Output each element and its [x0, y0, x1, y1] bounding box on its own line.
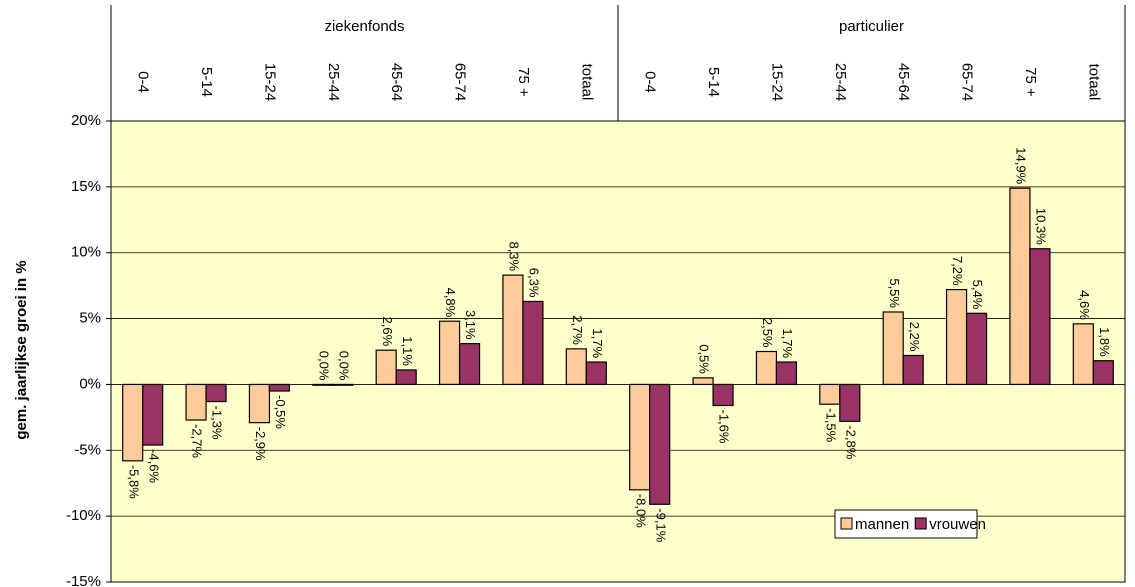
- bar: [522, 300, 544, 386]
- y-tick-label: 0%: [79, 375, 101, 392]
- legend-swatch: [840, 517, 853, 530]
- value-label: -2,8%: [843, 425, 858, 459]
- value-label: 2,2%: [907, 322, 922, 352]
- value-label: -9,1%: [653, 508, 668, 542]
- bar: [585, 361, 607, 386]
- bar: [945, 288, 968, 386]
- bar: [902, 354, 924, 386]
- value-label: 2,6%: [380, 317, 395, 347]
- bar: [395, 369, 417, 386]
- value-label: 1,7%: [780, 328, 795, 358]
- bar: [312, 383, 334, 386]
- value-label: 2,7%: [570, 315, 585, 345]
- bar: [332, 383, 354, 386]
- value-label: 0,5%: [697, 344, 712, 374]
- value-label: 6,3%: [527, 268, 542, 298]
- bar: [502, 274, 524, 386]
- legend-swatch: [914, 517, 927, 530]
- bar: [205, 383, 227, 403]
- x-tick-label: 0-4: [642, 71, 659, 93]
- value-label: -1,5%: [823, 408, 838, 442]
- bar: [755, 350, 778, 386]
- value-label: 14,9%: [1014, 147, 1029, 184]
- value-label: -4,6%: [146, 449, 161, 483]
- bar: [629, 383, 651, 491]
- group-label: ziekenfonds: [324, 18, 404, 35]
- x-tick-label: 15-24: [768, 63, 785, 101]
- value-label: 0,0%: [316, 351, 331, 381]
- x-tick-label: 75 +: [1022, 67, 1039, 97]
- value-label: -1,6%: [717, 410, 732, 444]
- y-tick-label: 15%: [71, 178, 101, 195]
- bar: [712, 383, 734, 407]
- bar: [458, 342, 481, 386]
- value-label: 4,6%: [1077, 290, 1092, 320]
- bar: [565, 348, 587, 386]
- x-tick-label: totaal: [578, 64, 595, 101]
- bar: [819, 383, 841, 405]
- bar: [649, 383, 671, 505]
- y-tick-label: 5%: [79, 310, 101, 327]
- bar: [1029, 248, 1051, 386]
- value-label: 8,3%: [507, 241, 522, 271]
- value-label: -0,5%: [273, 395, 288, 429]
- group-label: particulier: [839, 18, 904, 35]
- bar: [375, 349, 397, 386]
- legend-label: vrouwen: [929, 516, 986, 533]
- bar: [1092, 360, 1114, 386]
- x-tick-label: 65-74: [959, 63, 976, 101]
- value-label: 5,4%: [970, 280, 985, 310]
- x-tick-label: 45-64: [895, 63, 912, 101]
- x-tick-label: 5-14: [705, 67, 722, 97]
- y-tick-label: -10%: [66, 507, 101, 524]
- value-label: 1,1%: [400, 336, 415, 366]
- x-tick-label: 15-24: [261, 63, 278, 101]
- bar: [839, 383, 861, 422]
- bar: [1009, 187, 1031, 386]
- bar: [248, 383, 271, 424]
- y-tick-label: -5%: [74, 441, 101, 458]
- x-tick-label: 0-4: [135, 71, 152, 93]
- x-tick-label: totaal: [1085, 64, 1102, 101]
- legend: mannen vrouwen: [834, 509, 986, 539]
- value-label: 1,8%: [1097, 327, 1112, 357]
- value-label: 4,8%: [443, 288, 458, 318]
- bar: [268, 383, 291, 392]
- bar: [122, 383, 144, 462]
- legend-box: [834, 509, 978, 539]
- bar: [692, 377, 714, 386]
- x-tick-label: 65-74: [452, 63, 469, 101]
- x-tick-label: 25-44: [325, 63, 342, 101]
- y-tick-label: 20%: [71, 112, 101, 129]
- value-label: 7,2%: [950, 256, 965, 286]
- bar: [438, 320, 461, 386]
- bar: [1072, 323, 1094, 386]
- bar: [775, 361, 798, 386]
- bar: [882, 311, 904, 386]
- bar: [142, 383, 164, 446]
- value-label: 2,5%: [760, 318, 775, 348]
- y-tick-label: -15%: [66, 573, 101, 587]
- y-axis-title: gem. jaarlijkse groei in %: [13, 260, 30, 439]
- value-label: -2,9%: [253, 427, 268, 461]
- value-label: 0,0%: [336, 351, 351, 381]
- x-tick-label: 25-44: [832, 63, 849, 101]
- value-label: -5,8%: [126, 465, 141, 499]
- value-label: -2,7%: [190, 424, 205, 458]
- value-label: -1,3%: [210, 406, 225, 440]
- x-tick-label: 5-14: [198, 67, 215, 97]
- bar: [185, 383, 207, 421]
- x-tick-label: 45-64: [388, 63, 405, 101]
- value-label: 1,7%: [590, 328, 605, 358]
- value-label: 5,5%: [887, 278, 902, 308]
- bar: [965, 312, 988, 386]
- legend-label: mannen: [855, 516, 909, 533]
- value-label: 3,1%: [463, 310, 478, 340]
- value-label: -8,0%: [633, 494, 648, 528]
- y-tick-label: 10%: [71, 244, 101, 261]
- x-tick-label: 75 +: [515, 67, 532, 97]
- value-label: 10,3%: [1034, 208, 1049, 245]
